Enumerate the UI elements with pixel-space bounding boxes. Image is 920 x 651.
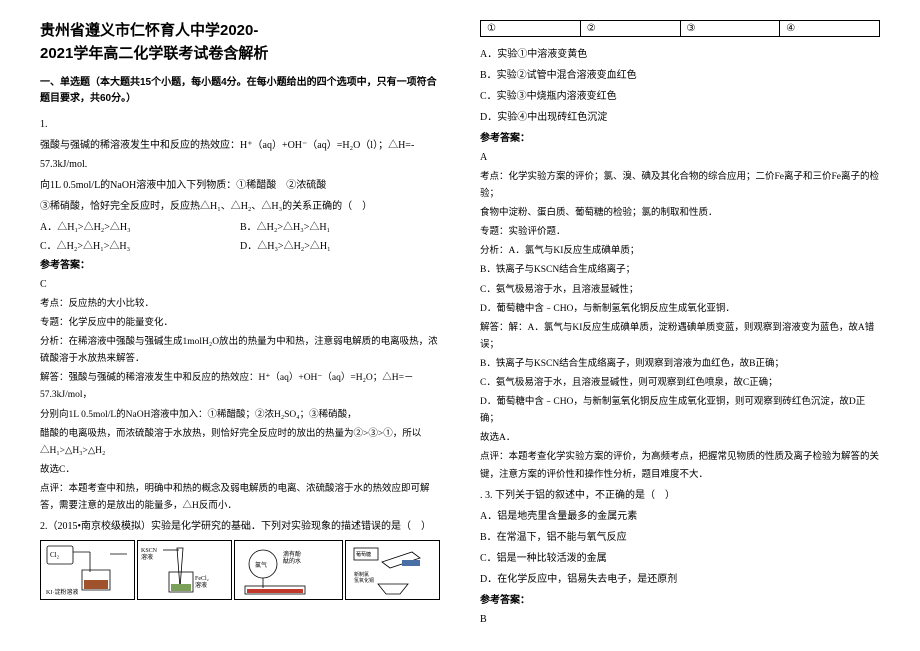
figure-number-row: ① ② ③ ④ bbox=[480, 20, 880, 37]
q2-exp-4: 分析：A．氯气与KI反应生成碘单质； bbox=[480, 243, 880, 260]
q2-opt-a: A．实验①中溶液变黄色 bbox=[480, 45, 880, 64]
q2-exp-10: C．氨气极易溶于水，且溶液显碱性，则可观察到红色喷泉，故C正确； bbox=[480, 375, 880, 392]
svg-text:Cl₂: Cl₂ bbox=[50, 551, 60, 559]
q1-opt-b: B．△H₂>△H₃>△H₁ bbox=[240, 218, 440, 237]
experiment-figure: Cl₂ KI·淀粉溶液 KSCN 溶液 Fe bbox=[40, 540, 440, 600]
q1-exp-8: 点评：本题考查中和热，明确中和热的概念及弱电解质的电离、浓硫酸溶于水的热效应即可… bbox=[40, 481, 440, 515]
q1-exp-3: 分析：在稀溶液中强酸与强碱生成1molH₂O放出的热量为中和热，注意弱电解质的电… bbox=[40, 334, 440, 368]
title-line-1: 贵州省遵义市仁怀育人中学2020- bbox=[40, 22, 258, 39]
q1-answer-label: 参考答案： bbox=[40, 256, 440, 275]
q1-exp-4: 解答：强酸与强碱的稀溶液发生中和反应的热效应：H⁺（aq）+OH⁻（aq）=H₂… bbox=[40, 370, 440, 404]
svg-text:KSCN: KSCN bbox=[141, 548, 158, 554]
q3-opt-b: B．在常温下，铝不能与氧气反应 bbox=[480, 528, 880, 547]
q1-exp-2: 专题：化学反应中的能量变化． bbox=[40, 315, 440, 332]
apparatus-2-icon: KSCN 溶液 FeCl₂ 溶液 bbox=[139, 542, 229, 598]
q1-exp-6: 醋酸的电离吸热，而浓硫酸溶于水放热，则恰好完全反应时的放出的热量为②>③>①，所… bbox=[40, 426, 440, 460]
q3-opt-d: D．在化学反应中，铝易失去电子，是还原剂 bbox=[480, 570, 880, 589]
q1-line-1: 强酸与强碱的稀溶液发生中和反应的热效应：H⁺（aq）+OH⁻（aq）=H₂O（l… bbox=[40, 136, 440, 174]
svg-text:酞的水: 酞的水 bbox=[283, 557, 301, 565]
svg-text:新制氯: 新制氯 bbox=[354, 571, 369, 578]
num-3: ③ bbox=[681, 21, 781, 36]
q2-exp-1: 考点：化学实验方案的评价；氯、溴、碘及其化合物的综合应用；二价Fe离子和三价Fe… bbox=[480, 169, 880, 203]
q1-opt-d: D．△H₃>△H₂>△H₁ bbox=[240, 237, 440, 256]
q2-opt-d: D．实验④中出现砖红色沉淀 bbox=[480, 108, 880, 127]
q1-opt-c: C．△H₂>△H₁>△H₃ bbox=[40, 237, 240, 256]
q1-line-3: ③稀硝酸，恰好完全反应时，反应热△H₁、△H₂、△H₃的关系正确的（ ） bbox=[40, 197, 440, 216]
q2-exp-13: 点评：本题考查化学实验方案的评价，为高频考点，把握常见物质的性质及离子检验为解答… bbox=[480, 449, 880, 483]
q1-line-2: 向1L 0.5mol/L的NaOH溶液中加入下列物质：①稀醋酸 ②浓硫酸 bbox=[40, 176, 440, 195]
q2-exp-7: D．葡萄糖中含﹣CHO，与新制氢氧化铜反应生成氧化亚铜． bbox=[480, 301, 880, 318]
svg-text:葡萄糖: 葡萄糖 bbox=[356, 551, 371, 558]
q3-answer-label: 参考答案： bbox=[480, 591, 880, 610]
fig-panel-1: Cl₂ KI·淀粉溶液 bbox=[40, 540, 135, 600]
fig-panel-4: 葡萄糖 新制氯 氢氧化铜 bbox=[345, 540, 440, 600]
apparatus-4-icon: 葡萄糖 新制氯 氢氧化铜 bbox=[348, 542, 438, 598]
q2-exp-5: B．铁离子与KSCN结合生成络离子； bbox=[480, 262, 880, 279]
q2-answer-label: 参考答案： bbox=[480, 129, 880, 148]
q1-num: 1. bbox=[40, 115, 440, 134]
q2-exp-2: 食物中淀粉、蛋白质、葡萄糖的检验；氯的制取和性质． bbox=[480, 205, 880, 222]
svg-text:滴有酚: 滴有酚 bbox=[283, 550, 301, 558]
q3-opt-c: C．铝是一种比较活泼的金属 bbox=[480, 549, 880, 568]
fig-panel-2: KSCN 溶液 FeCl₂ 溶液 bbox=[137, 540, 232, 600]
left-column: 贵州省遵义市仁怀育人中学2020- 2021学年高二化学联考试卷含解析 一、单选… bbox=[30, 20, 460, 641]
svg-text:溶液: 溶液 bbox=[141, 553, 153, 561]
svg-text:KI·淀粉溶液: KI·淀粉溶液 bbox=[46, 588, 78, 596]
num-4: ④ bbox=[780, 21, 879, 36]
q1-opt-a: A．△H₁>△H₂>△H₃ bbox=[40, 218, 240, 237]
apparatus-1-icon: Cl₂ KI·淀粉溶液 bbox=[42, 542, 132, 598]
svg-text:溶液: 溶液 bbox=[195, 581, 207, 589]
q2-opt-c: C．实验③中烧瓶内溶液变红色 bbox=[480, 87, 880, 106]
q2-exp-12: 故选A． bbox=[480, 430, 880, 447]
fig-panel-3: 氯气 滴有酚 酞的水 bbox=[234, 540, 344, 600]
q2-exp-9: B．铁离子与KSCN结合生成络离子，则观察到溶液为血红色，故B正确； bbox=[480, 356, 880, 373]
q2-exp-6: C．氨气极易溶于水，且溶液显碱性； bbox=[480, 282, 880, 299]
q1-answer: C bbox=[40, 275, 440, 294]
apparatus-3-icon: 氯气 滴有酚 酞的水 bbox=[235, 542, 341, 598]
svg-text:FeCl₂: FeCl₂ bbox=[195, 576, 209, 582]
section-heading: 一、单选题（本大题共15个小题，每小题4分。在每小题给出的四个选项中，只有一项符… bbox=[40, 75, 440, 107]
q3-opt-a: A．铝是地壳里含量最多的金属元素 bbox=[480, 507, 880, 526]
q1-exp-7: 故选C． bbox=[40, 462, 440, 479]
q2-line-1: 2.（2015•南京校级模拟）实验是化学研究的基础．下列对实验现象的描述错误的是… bbox=[40, 517, 440, 536]
num-1: ① bbox=[481, 21, 581, 36]
q1-exp-1: 考点：反应热的大小比较． bbox=[40, 296, 440, 313]
q2-answer: A bbox=[480, 148, 880, 167]
svg-text:氢氧化铜: 氢氧化铜 bbox=[354, 577, 374, 584]
q1-exp-5: 分别向1L 0.5mol/L的NaOH溶液中加入：①稀醋酸；②浓H₂SO₄；③稀… bbox=[40, 407, 440, 424]
q2-opt-b: B．实验②试管中混合溶液变血红色 bbox=[480, 66, 880, 85]
q2-exp-3: 专题：实验评价题． bbox=[480, 224, 880, 241]
num-2: ② bbox=[581, 21, 681, 36]
svg-text:氯气: 氯气 bbox=[255, 561, 267, 569]
q3-line-1: . 3. 下列关于铝的叙述中，不正确的是（ ） bbox=[480, 486, 880, 505]
q1-options: A．△H₁>△H₂>△H₃ B．△H₂>△H₃>△H₁ C．△H₂>△H₁>△H… bbox=[40, 218, 440, 256]
q2-exp-8: 解答：解：A．氯气与KI反应生成碘单质，淀粉遇碘单质变蓝，则观察到溶液变为蓝色，… bbox=[480, 320, 880, 354]
q3-answer: B bbox=[480, 610, 880, 629]
exam-page: 贵州省遵义市仁怀育人中学2020- 2021学年高二化学联考试卷含解析 一、单选… bbox=[0, 0, 920, 651]
doc-title: 贵州省遵义市仁怀育人中学2020- 2021学年高二化学联考试卷含解析 bbox=[40, 20, 440, 65]
right-column: ① ② ③ ④ A．实验①中溶液变黄色 B．实验②试管中混合溶液变血红色 C．实… bbox=[460, 20, 890, 641]
title-line-2: 2021学年高二化学联考试卷含解析 bbox=[40, 45, 268, 62]
q2-exp-11: D．葡萄糖中含﹣CHO，与新制氢氧化铜反应生成氧化亚铜，则可观察到砖红色沉淀，故… bbox=[480, 394, 880, 428]
